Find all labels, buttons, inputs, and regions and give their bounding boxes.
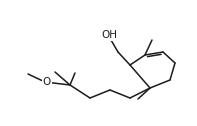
Text: O: O [43,77,51,87]
Text: OH: OH [101,30,117,40]
